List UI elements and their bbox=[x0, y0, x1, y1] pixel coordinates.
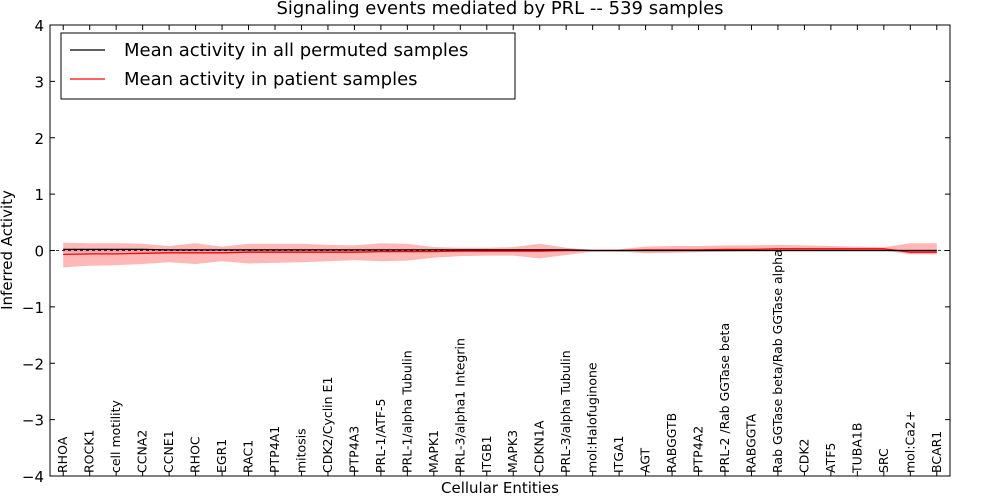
x-axis-label: Cellular Entities bbox=[441, 479, 559, 497]
x-tick-label: mol:Halofuginone bbox=[585, 362, 600, 473]
x-tick-label: ROCK1 bbox=[82, 430, 97, 473]
x-tick-label: CCNE1 bbox=[161, 430, 176, 473]
x-tick-label: RABGGTA bbox=[743, 413, 758, 473]
x-tick-label: TUBA1B bbox=[849, 423, 864, 474]
x-tick-label: ITGB1 bbox=[479, 435, 494, 473]
x-tick-label: RHOA bbox=[55, 436, 70, 473]
x-tick-label: ITGA1 bbox=[611, 435, 626, 473]
x-tick-label: PTP4A2 bbox=[691, 426, 706, 473]
series-lines bbox=[63, 248, 937, 256]
y-tick-label: 1 bbox=[34, 186, 44, 204]
x-tick-label: MAPK3 bbox=[505, 430, 520, 473]
y-tick-label: 3 bbox=[34, 73, 44, 91]
x-tick-label: RHOC bbox=[188, 436, 203, 473]
x-tick-label: CCNA2 bbox=[135, 430, 150, 473]
y-axis-label: Inferred Activity bbox=[0, 190, 16, 310]
x-tick-label: RABGGTB bbox=[664, 413, 679, 473]
x-tick-label: PRL-3/alpha1 Integrin bbox=[452, 338, 467, 473]
x-tick-label: CDK2/Cyclin E1 bbox=[320, 377, 335, 473]
x-tick-label: PTP4A1 bbox=[267, 426, 282, 473]
x-tick-label: PRL-1/alpha Tubulin bbox=[399, 350, 414, 473]
y-tick-label: −2 bbox=[22, 355, 44, 373]
y-tick-label: 2 bbox=[34, 130, 44, 148]
series-line-permuted bbox=[63, 248, 937, 252]
x-tick-label: PRL-1/ATF-5 bbox=[373, 398, 388, 473]
x-tick-label: AGT bbox=[638, 447, 653, 473]
chart-title: Signaling events mediated by PRL -- 539 … bbox=[276, 0, 723, 19]
x-tick-label: PRL-3/alpha Tubulin bbox=[558, 350, 573, 473]
x-tick-label: CDKN1A bbox=[532, 420, 547, 473]
y-axis: −4 −3 −2 −1 0 1 2 3 4 bbox=[22, 17, 950, 486]
y-tick-label: −4 bbox=[22, 468, 44, 486]
y-tick-label: −1 bbox=[22, 299, 44, 317]
band-patient bbox=[63, 242, 937, 268]
x-tick-label: mol:Ca2+ bbox=[902, 411, 917, 473]
confidence-bands bbox=[63, 242, 937, 268]
legend-label-patient: Mean activity in patient samples bbox=[124, 69, 418, 90]
x-axis: RHOA ROCK1 cell motility CCNA2 CCNE1 RHOC EGR1… bbox=[55, 25, 944, 476]
x-tick-label: cell motility bbox=[108, 399, 123, 473]
x-tick-label: MAPK1 bbox=[426, 430, 441, 473]
y-tick-label: 4 bbox=[34, 17, 44, 35]
y-tick-label: 0 bbox=[34, 243, 44, 261]
series-line-patient bbox=[63, 248, 937, 256]
x-tick-label: CDK2 bbox=[796, 438, 811, 473]
x-tick-label: ATF5 bbox=[823, 443, 838, 473]
x-tick-label: BCAR1 bbox=[929, 431, 944, 473]
y-tick-label: −3 bbox=[22, 412, 44, 430]
legend-box bbox=[60, 32, 516, 100]
x-tick-label: PTP4A3 bbox=[346, 426, 361, 473]
x-tick-label: mitosis bbox=[293, 428, 308, 473]
x-tick-label: RAC1 bbox=[241, 440, 256, 473]
x-tick-label: PRL-2 /Rab GGTase beta bbox=[717, 323, 732, 473]
legend: Mean activity in all permuted samples Me… bbox=[60, 32, 516, 100]
x-tick-label: Rab GGTase beta/Rab GGTase alpha bbox=[770, 249, 785, 473]
legend-label-permuted: Mean activity in all permuted samples bbox=[124, 40, 468, 61]
x-tick-label: EGR1 bbox=[214, 439, 229, 473]
x-tick-label: SRC bbox=[876, 448, 891, 473]
